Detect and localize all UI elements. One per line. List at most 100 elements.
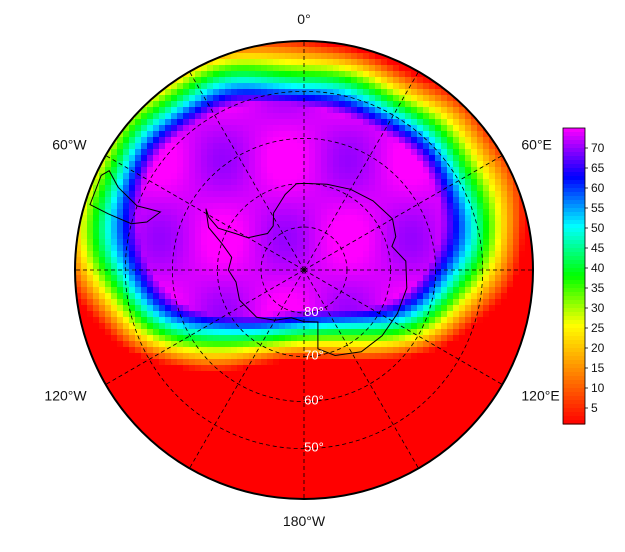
colorbar-strip [563, 140, 585, 145]
colorbar-strip [563, 268, 585, 273]
colorbar-strip [563, 380, 585, 385]
colorbar-strip [563, 260, 585, 265]
longitude-labels: 0° 60°E 120°E 180°W 120°W 60°W [44, 11, 559, 529]
colorbar-strip [563, 372, 585, 377]
colorbar-strip [563, 304, 585, 309]
longitude-label: 120°E [521, 388, 559, 404]
colorbar-strip [563, 164, 585, 169]
colorbar-strip [563, 364, 585, 369]
colorbar-strip [563, 136, 585, 141]
colorbar-tick-label: 70 [591, 141, 605, 155]
colorbar-strip [563, 184, 585, 189]
colorbar-strip [563, 228, 585, 233]
colorbar-strip [563, 252, 585, 257]
longitude-label: 180°W [283, 513, 326, 529]
colorbar-strip [563, 188, 585, 193]
colorbar-strip [563, 196, 585, 201]
colorbar-tick-label: 5 [591, 401, 598, 415]
colorbar-tick-label: 20 [591, 341, 605, 355]
colorbar-strip [563, 276, 585, 281]
colorbar-strip [563, 352, 585, 357]
colorbar-strip [563, 396, 585, 401]
colorbar-strip [563, 200, 585, 205]
colorbar-strip [563, 384, 585, 389]
colorbar-strip [563, 208, 585, 213]
colorbar-strip [563, 288, 585, 293]
colorbar-tick-label: 10 [591, 381, 605, 395]
colorbar-strip [563, 308, 585, 313]
latitude-label: 80° [304, 304, 324, 319]
colorbar-strip [563, 264, 585, 269]
colorbar-tick-label: 30 [591, 301, 605, 315]
colorbar-strip [563, 412, 585, 417]
colorbar-strip [563, 416, 585, 421]
colorbar-strip [563, 156, 585, 161]
colorbar-strip [563, 356, 585, 361]
colorbar-strip [563, 220, 585, 225]
colorbar-strip [563, 180, 585, 185]
colorbar-strip [563, 296, 585, 301]
colorbar-strip [563, 324, 585, 329]
map-boundary [74, 40, 534, 500]
colorbar-tick-label: 35 [591, 281, 605, 295]
colorbar-strip [563, 312, 585, 317]
colorbar-strip [563, 292, 585, 297]
latitude-label: 50° [304, 440, 324, 455]
colorbar-strip [563, 244, 585, 249]
colorbar-tick-label: 65 [591, 161, 605, 175]
latitude-label: 60° [304, 393, 324, 408]
colorbar-strip [563, 224, 585, 229]
colorbar-strip [563, 152, 585, 157]
colorbar-strip [563, 316, 585, 321]
colorbar-strip [563, 420, 585, 425]
colorbar-strip [563, 284, 585, 289]
colorbar-strip [563, 248, 585, 253]
colorbar-strip [563, 216, 585, 221]
colorbar-strip [563, 360, 585, 365]
colorbar-strip [563, 328, 585, 333]
colorbar-strip [563, 232, 585, 237]
colorbar-strip [563, 204, 585, 209]
colorbar-strip [563, 368, 585, 373]
colorbar-strip [563, 256, 585, 261]
colorbar-strip [563, 128, 585, 133]
colorbar-tick-label: 50 [591, 221, 605, 235]
longitude-label: 0° [297, 11, 310, 27]
colorbar-strip [563, 144, 585, 149]
colorbar-strip [563, 376, 585, 381]
colorbar-strip [563, 340, 585, 345]
colorbar-strip [563, 392, 585, 397]
colorbar-strip [563, 212, 585, 217]
colorbar-strip [563, 176, 585, 181]
polar-field-raster [75, 41, 533, 499]
colorbar-strip [563, 400, 585, 405]
colorbar-strip [563, 132, 585, 137]
colorbar-strip [563, 148, 585, 153]
colorbar-strip [563, 320, 585, 325]
colorbar-frame [562, 127, 586, 425]
colorbar-strip [563, 404, 585, 409]
colorbar-tick-label: 25 [591, 321, 605, 335]
colorbar-strip [563, 408, 585, 413]
colorbar-strip [563, 192, 585, 197]
colorbar-tick-label: 45 [591, 241, 605, 255]
colorbar-tick-label: 60 [591, 181, 605, 195]
colorbar-strip [563, 332, 585, 337]
colorbar-tick-label: 40 [591, 261, 605, 275]
latitude-label: 70° [304, 348, 324, 363]
colorbar-strip [563, 344, 585, 349]
colorbar-strip [563, 236, 585, 241]
longitude-label: 120°W [44, 388, 87, 404]
colorbar-strip [563, 348, 585, 353]
colorbar-strip [563, 280, 585, 285]
colorbar: 70 65 60 55 50 45 40 35 30 25 20 15 10 5 [562, 127, 605, 425]
colorbar-strip [563, 168, 585, 173]
colorbar-strip [563, 272, 585, 277]
colorbar-strip [563, 240, 585, 245]
colorbar-strip [563, 336, 585, 341]
longitude-label: 60°W [52, 137, 87, 153]
colorbar-strip [563, 388, 585, 393]
colorbar-strip [563, 172, 585, 177]
colorbar-tick-label: 15 [591, 361, 605, 375]
